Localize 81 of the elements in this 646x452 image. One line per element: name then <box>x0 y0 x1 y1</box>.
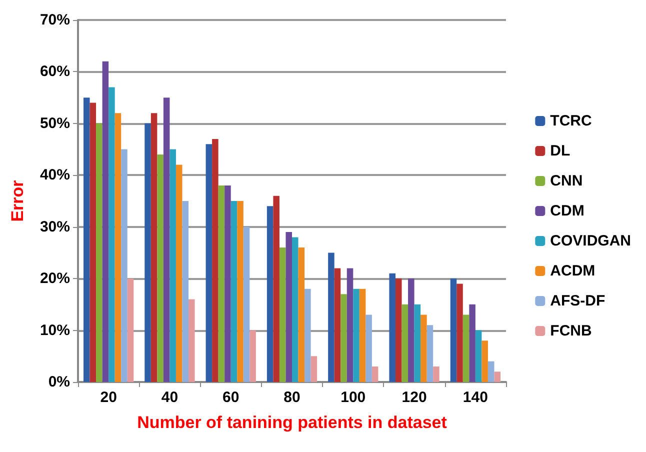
y-axis-title: Error <box>8 180 27 222</box>
x-tick-label: 120 <box>402 389 427 406</box>
x-tick-label: 40 <box>161 389 178 406</box>
bar <box>250 330 256 382</box>
bar <box>334 268 341 382</box>
bar <box>121 149 128 382</box>
bar <box>176 164 182 382</box>
bar <box>346 268 354 382</box>
x-tick-label: 100 <box>340 389 366 406</box>
bar <box>402 304 408 382</box>
bar <box>310 356 318 382</box>
bar <box>188 299 195 382</box>
bar <box>389 273 396 382</box>
bar <box>488 361 494 382</box>
bar <box>359 288 366 382</box>
bar <box>456 284 463 382</box>
bar <box>96 123 102 382</box>
x-axis-title: Number of tanining patients in dataset <box>137 413 448 432</box>
bar <box>408 278 414 382</box>
bar <box>292 237 298 382</box>
legend-label: DL <box>550 142 570 160</box>
y-tick-label: 50% <box>40 114 70 132</box>
bar <box>298 248 305 382</box>
x-tick-label: 20 <box>100 389 117 406</box>
bar <box>353 288 360 382</box>
bar <box>414 304 421 382</box>
legend-label: FCNB <box>550 322 592 340</box>
y-tick-label: 10% <box>40 322 70 339</box>
legend-label: ACDM <box>550 262 596 280</box>
bar <box>482 340 488 382</box>
bar <box>273 196 280 382</box>
legend-label: AFS-DF <box>550 292 606 310</box>
bar <box>366 314 372 382</box>
bar <box>475 330 482 382</box>
legend-label: CDM <box>550 202 584 220</box>
y-tick-label: 40% <box>40 166 70 184</box>
y-tick-label: 60% <box>40 63 70 80</box>
bar <box>372 366 378 382</box>
y-tick-label: 70% <box>40 12 70 28</box>
legend-label: TCRC <box>550 112 592 130</box>
bar <box>157 154 164 382</box>
y-tick-label: 30% <box>40 218 70 236</box>
bar <box>266 206 274 382</box>
bar <box>395 278 402 382</box>
bar <box>114 113 122 382</box>
bar <box>426 325 434 382</box>
bar <box>304 288 311 382</box>
bar <box>206 144 212 382</box>
bar <box>102 61 109 382</box>
bar <box>218 185 225 382</box>
bar <box>127 278 134 382</box>
bar <box>144 123 151 382</box>
bar <box>462 314 470 382</box>
bar <box>224 185 231 382</box>
bar <box>328 252 334 382</box>
y-tick-label: 20% <box>40 270 70 288</box>
bar <box>90 102 96 382</box>
bar <box>163 98 170 382</box>
legend-label: CNN <box>550 172 583 190</box>
bar <box>279 248 286 382</box>
bar <box>150 113 158 382</box>
bar <box>182 201 189 382</box>
x-tick-label: 80 <box>284 389 300 406</box>
bar <box>450 278 457 382</box>
bar <box>340 294 347 382</box>
x-tick-label: 140 <box>462 389 488 406</box>
bar <box>108 87 115 382</box>
bar <box>420 314 427 382</box>
x-tick-label: 60 <box>222 389 240 406</box>
legend-label: COVIDGAN <box>550 232 632 250</box>
bar <box>494 372 500 382</box>
bar <box>212 138 218 382</box>
bar <box>286 232 292 382</box>
bar <box>469 304 476 382</box>
y-tick-label: 0% <box>48 374 70 390</box>
bar <box>237 201 244 382</box>
bar <box>230 201 238 382</box>
bar <box>170 149 176 382</box>
bar <box>84 98 90 382</box>
bar <box>433 366 440 382</box>
bar <box>243 226 250 382</box>
